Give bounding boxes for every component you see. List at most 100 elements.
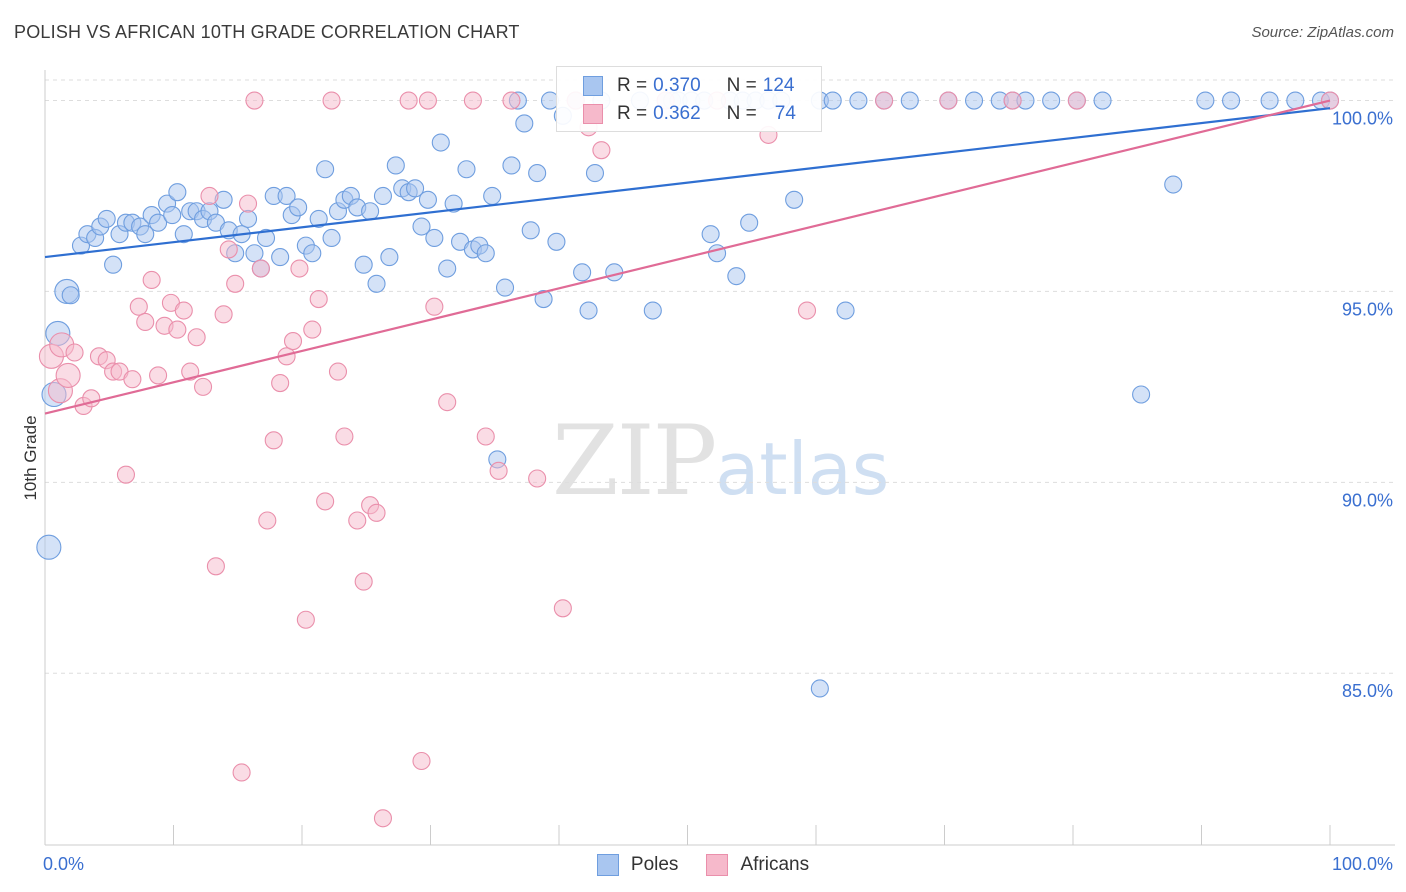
african-point (797, 301, 817, 320)
pole-point (643, 301, 662, 320)
african-point (174, 301, 193, 320)
pole-point (367, 274, 386, 293)
y-tick-label: 85.0% (1342, 681, 1393, 701)
pole-point (521, 221, 540, 240)
legend-swatch-poles (596, 854, 619, 876)
pole-point (785, 190, 804, 209)
african-point (354, 572, 373, 591)
y-axis-label: 10th Grade (21, 415, 40, 500)
african-point (438, 393, 457, 412)
legend-swatch-africans (583, 104, 603, 124)
pole-point (354, 255, 373, 274)
pole-point (1093, 91, 1112, 110)
legend-n-label: N = (726, 103, 757, 124)
pole-point (701, 225, 720, 244)
pole-point (316, 160, 335, 179)
african-point (142, 270, 161, 290)
african-point (335, 427, 354, 446)
african-point (476, 427, 495, 446)
africans-trend-line (44, 99, 1331, 415)
african-point (367, 503, 386, 522)
african-point (322, 91, 341, 110)
african-point (418, 91, 437, 110)
legend-item-africans: Africans (706, 854, 809, 876)
pole-point (361, 202, 380, 221)
pole-point (174, 225, 193, 244)
legend-r-value: 0.370 (653, 75, 701, 96)
african-point (528, 469, 547, 488)
legend-label-africans: Africans (740, 854, 810, 875)
african-point (296, 610, 315, 629)
african-point (251, 259, 270, 278)
african-point (1003, 91, 1022, 110)
african-point (123, 370, 142, 389)
legend-r-label: R = (617, 75, 648, 96)
pole-point (271, 248, 290, 267)
pole-point (322, 228, 341, 248)
legend-swatch-africans (706, 854, 729, 876)
pole-point (97, 209, 116, 228)
pole-point (406, 179, 425, 198)
watermark-atlas: atlas (715, 427, 890, 511)
african-point (425, 297, 444, 316)
pole-point (163, 206, 182, 225)
pole-point (309, 209, 328, 228)
legend-n-label: N = (726, 75, 757, 96)
y-tick-label: 90.0% (1342, 490, 1393, 510)
pole-point (579, 301, 598, 320)
african-point (553, 599, 572, 618)
pole-point (1222, 91, 1241, 110)
african-point (206, 557, 225, 576)
pole-point (585, 164, 605, 183)
y-tick-label: 100.0% (1332, 109, 1393, 129)
african-point (373, 809, 393, 828)
pole-point (438, 259, 457, 278)
x-tick-label: 0.0% (43, 854, 84, 874)
pole-point (380, 248, 399, 267)
pole-point (836, 301, 855, 320)
african-point (65, 343, 84, 362)
pole-point (256, 228, 276, 248)
legend-n-value: 124 (762, 75, 795, 96)
african-point (1067, 91, 1086, 110)
y-tick-label: 95.0% (1342, 299, 1393, 319)
african-point (258, 511, 277, 530)
pole-point (528, 164, 547, 183)
african-point (238, 194, 258, 213)
african-point (939, 91, 958, 110)
african-point (489, 461, 508, 480)
african-point (283, 332, 303, 351)
african-point (200, 186, 219, 206)
pole-point (418, 190, 437, 209)
african-point (875, 91, 894, 110)
watermark-zip: ZIP (552, 405, 717, 517)
pole-point (425, 228, 444, 248)
pole-point (1132, 385, 1151, 404)
pole-point (457, 160, 476, 179)
pole-point (61, 286, 80, 305)
african-point (245, 91, 264, 110)
pole-point (238, 209, 258, 228)
african-point (219, 240, 238, 259)
african-point (149, 366, 168, 385)
african-point (181, 362, 200, 381)
source-label: Source: ZipAtlas.com (1251, 24, 1394, 41)
african-point (399, 91, 418, 110)
legend-row-poles: R = 0.370 N = 124 (583, 71, 794, 101)
pole-point (1260, 91, 1279, 110)
african-point (328, 362, 348, 381)
pole-point (495, 278, 515, 297)
african-point (232, 763, 251, 782)
legend-r-label: R = (617, 103, 648, 124)
african-point (592, 141, 611, 160)
pole-point (386, 156, 405, 175)
african-point (412, 751, 431, 771)
legend-row-africans: R = 0.362 N = 74 (583, 99, 796, 129)
pole-point (1042, 91, 1061, 110)
african-point (129, 297, 148, 316)
pole-point (149, 213, 168, 232)
african-point (303, 320, 322, 339)
african-point (502, 91, 521, 110)
pole-point (431, 133, 450, 152)
pole-point (373, 186, 393, 206)
